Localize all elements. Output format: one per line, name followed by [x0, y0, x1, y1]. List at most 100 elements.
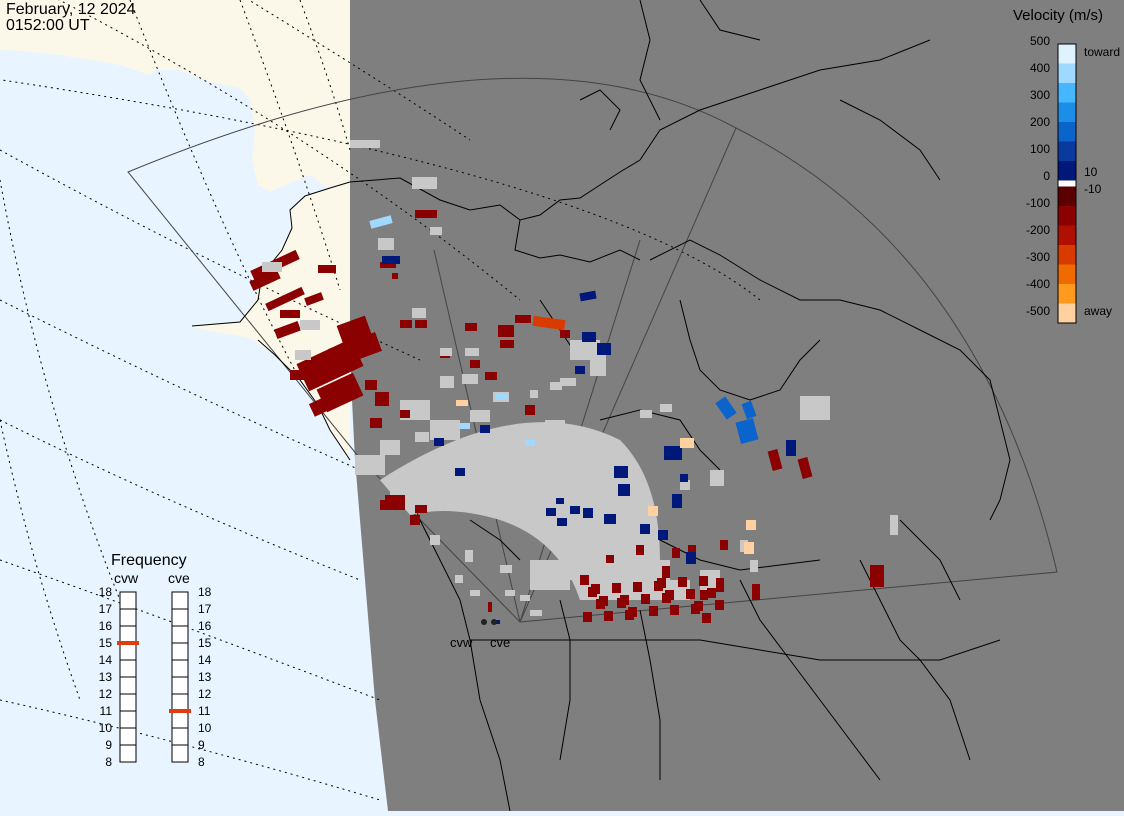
- radar-cell-80: [583, 612, 592, 622]
- radar-cell-143: [664, 446, 682, 460]
- radar-cell-73: [604, 611, 613, 621]
- radar-cell-88: [599, 596, 608, 606]
- velocity-tick-9: -400: [1026, 277, 1050, 291]
- radar-cell-103: [430, 227, 442, 235]
- frequency-gauges: 18 18 17 17 16 16 15 15 14 14 13 13 12 12 11 11 10 10 9 9 8 8: [99, 585, 212, 769]
- radar-cell-47: [470, 360, 480, 368]
- radar-cell-118: [660, 404, 672, 412]
- radar-cell-122: [262, 262, 282, 272]
- radar-cell-121: [890, 515, 898, 535]
- frequency-radar-label-cvw: cvw: [114, 570, 139, 586]
- velocity-colorbar: Velocity (m/s) 500 400 300 200 100 0 -100 -200 -…: [1013, 7, 1120, 324]
- radar-cell-82: [657, 578, 666, 588]
- radar-cell-163: [369, 215, 393, 229]
- radar-cell-77: [612, 583, 621, 593]
- radar-cell-100: [636, 545, 644, 555]
- radar-cell-42: [400, 320, 412, 328]
- radar-cell-102: [412, 177, 437, 189]
- radar-cell-36: [365, 380, 377, 390]
- radar-cell-152: [604, 514, 616, 524]
- radar-cell-24: [590, 460, 610, 472]
- radar-cell-172: [532, 315, 566, 331]
- radar-cell-160: [455, 468, 465, 476]
- radar-cell-18: [470, 410, 490, 422]
- radar-cell-139: [575, 366, 585, 374]
- radar-cell-164: [460, 423, 470, 429]
- velocity-tick-3: 200: [1030, 115, 1050, 129]
- radar-cell-32: [304, 292, 324, 306]
- radar-cell-98: [870, 565, 884, 587]
- dark-map-region: [350, 0, 1124, 811]
- velocity-tick-7: -200: [1026, 223, 1050, 237]
- velocity-swatch-12: [1058, 284, 1076, 304]
- radar-cell-116: [550, 382, 562, 390]
- frequency-tick-right-7: 11: [198, 704, 211, 718]
- radar-cell-124: [300, 320, 320, 330]
- velocity-swatch-0: [1058, 44, 1076, 64]
- velocity-colorbar-swatches: [1057, 43, 1077, 324]
- velocity-swatch-10: [1058, 245, 1076, 265]
- radar-cell-153: [556, 498, 564, 504]
- radar-cell-70: [633, 582, 642, 592]
- radar-cell-83: [694, 601, 703, 611]
- site-label-cvw: cvw: [450, 635, 473, 650]
- radar-cell-22: [570, 430, 590, 450]
- radar-sites: cvw cve: [450, 619, 510, 650]
- radar-cell-151: [583, 508, 593, 518]
- radar-cell-86: [665, 590, 674, 600]
- radar-cell-168: [680, 438, 694, 448]
- radar-cell-75: [678, 577, 687, 587]
- radar-cell-50: [400, 410, 410, 418]
- radar-cell-81: [620, 595, 629, 605]
- velocity-zero-band: [1058, 180, 1076, 187]
- radar-cell-165: [496, 394, 508, 400]
- radar-cell-114: [560, 378, 576, 386]
- radar-scatter-cells: [249, 140, 898, 624]
- radar-cell-60: [560, 330, 570, 338]
- radar-cell-46: [500, 340, 514, 348]
- radar-cell-19: [500, 460, 520, 480]
- radar-cell-90: [688, 545, 696, 555]
- frequency-marker-cvw: [117, 641, 139, 645]
- frequency-tick-right-5: 13: [198, 670, 212, 684]
- frequency-radar-label-cve: cve: [168, 570, 190, 586]
- header-date: February, 12 2024: [6, 1, 136, 18]
- radar-cell-115: [530, 390, 538, 398]
- frequency-tick-right-6: 12: [198, 687, 212, 701]
- radar-cell-167: [456, 400, 468, 406]
- radar-cell-40: [290, 370, 305, 380]
- frequency-tick-left-7: 11: [100, 704, 113, 718]
- radar-cell-127: [470, 590, 480, 596]
- radar-cell-21: [355, 455, 385, 475]
- radar-cell-76: [715, 600, 724, 610]
- radar-cell-146: [680, 474, 688, 482]
- radar-cell-111: [465, 348, 479, 356]
- radar-cell-130: [500, 565, 512, 573]
- radar-cell-71: [670, 605, 679, 615]
- radar-cell-37: [370, 418, 382, 428]
- frequency-tick-left-10: 8: [105, 755, 112, 769]
- radar-cell-158: [382, 256, 400, 264]
- radar-cell-56: [465, 323, 477, 331]
- velocity-swatch-11: [1058, 264, 1076, 285]
- radar-cell-55: [488, 602, 492, 612]
- header-time: 0152:00 UT: [6, 17, 90, 34]
- radar-cell-150: [570, 506, 580, 514]
- alaska-north: [0, 0, 350, 192]
- velocity-label-minus10: -10: [1084, 182, 1102, 196]
- radar-cell-48: [485, 372, 497, 380]
- frequency-tick-left-4: 14: [99, 653, 113, 667]
- frequency-tick-left-6: 12: [99, 687, 113, 701]
- radar-cell-53: [415, 505, 427, 513]
- radar-cell-113: [590, 352, 606, 376]
- radar-cell-105: [412, 308, 426, 318]
- radar-cell-141: [735, 418, 759, 444]
- velocity-swatch-5: [1058, 141, 1076, 162]
- radar-cell-134: [750, 560, 758, 572]
- frequency-tick-right-10: 8: [198, 755, 205, 769]
- radar-cell-30: [265, 286, 305, 312]
- radar-cell-170: [746, 520, 756, 530]
- radar-cell-79: [686, 589, 695, 599]
- velocity-label-toward: toward: [1084, 45, 1120, 59]
